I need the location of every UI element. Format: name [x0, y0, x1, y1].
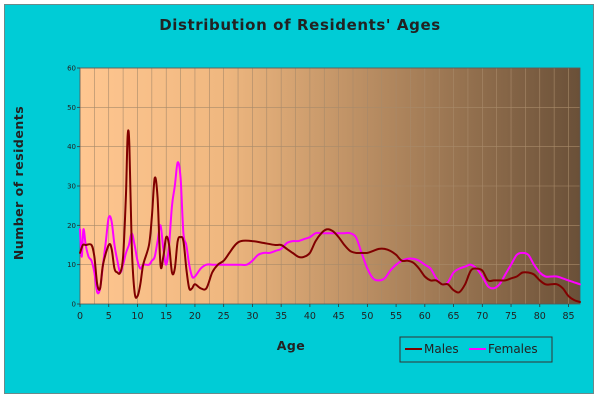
chart-svg: Distribution of Residents' Ages 0 10 20 30 4… — [11, 16, 581, 363]
x-tick-label: 60 — [419, 311, 431, 322]
x-tick-label: 25 — [218, 311, 230, 322]
legend-label-males: Males — [424, 342, 459, 356]
legend-label-females: Females — [488, 342, 538, 356]
x-tick-label: 70 — [476, 311, 488, 322]
x-tick-label: 20 — [189, 311, 201, 322]
series-layer — [79, 129, 581, 303]
x-tick-label: 45 — [333, 311, 345, 322]
x-tick-label: 80 — [534, 311, 546, 322]
y-tick-label: 0 — [72, 301, 76, 309]
y-tick-label: 40 — [67, 143, 76, 151]
x-axis-title: Age — [277, 338, 306, 353]
x-tick-label: 75 — [505, 311, 517, 322]
x-tick-label: 0 — [77, 311, 83, 322]
x-tick-label: 85 — [562, 311, 574, 322]
series-line-males — [79, 129, 581, 303]
y-tick-label: 60 — [67, 65, 76, 73]
x-tick-label: 65 — [448, 311, 460, 322]
x-axis: 0 5 10 15 20 25 30 35 40 45 50 55 60 65 70 75 80 85 — [77, 304, 575, 322]
x-tick-label: 55 — [390, 311, 402, 322]
y-tick-label: 20 — [67, 222, 76, 230]
x-tick-label: 50 — [361, 311, 373, 322]
y-axis-title: Number of residents — [11, 106, 26, 260]
chart-container: Distribution of Residents' Ages 0 10 20 30 4… — [4, 4, 594, 394]
x-tick-label: 30 — [246, 311, 258, 322]
y-axis: 0 10 20 30 40 50 60 — [67, 65, 80, 309]
x-tick-label: 15 — [160, 311, 172, 322]
plot-area — [79, 67, 581, 305]
x-tick-label: 5 — [106, 311, 112, 322]
chart-title: Distribution of Residents' Ages — [159, 16, 441, 34]
y-tick-label: 10 — [67, 261, 76, 269]
legend: Males Females — [399, 336, 553, 363]
x-tick-label: 10 — [131, 311, 143, 322]
x-tick-label: 40 — [304, 311, 316, 322]
x-tick-label: 35 — [275, 311, 287, 322]
y-tick-label: 30 — [67, 183, 76, 191]
y-tick-label: 50 — [67, 104, 76, 112]
